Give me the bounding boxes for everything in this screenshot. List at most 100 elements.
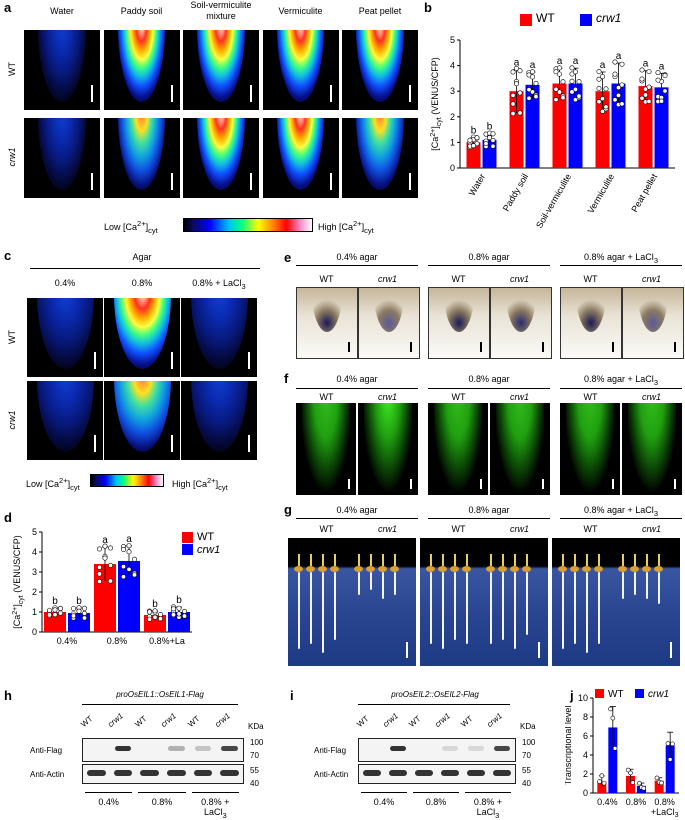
point-WT-2-3	[147, 609, 153, 615]
point-WT-2-5	[158, 616, 164, 622]
panel-label-b: b	[424, 0, 432, 15]
point-crw1-2-1	[667, 757, 673, 762]
panel-f-image-2-1	[622, 403, 682, 495]
point-crw1-0-7	[76, 608, 82, 614]
panel-g-root-0-1-1	[370, 572, 372, 590]
point-crw1-2-7	[176, 605, 182, 611]
panel-label-f: f	[284, 371, 289, 386]
point-crw1-2-4	[573, 86, 579, 92]
panel-f-root-1-0	[434, 403, 482, 493]
panel-label-d: d	[4, 510, 12, 525]
panel-g-shoot-1-1-1	[502, 554, 504, 566]
y-axis-label: Transcriptional level	[565, 706, 573, 786]
panel-a-col-4: Peat pellet	[358, 6, 402, 16]
point-WT-1-9	[510, 101, 516, 107]
panel-a-image-r1-c4	[342, 118, 418, 198]
panel-g-seed-1-0-3	[462, 566, 471, 572]
x-label-1-0: 0.8%	[107, 636, 128, 646]
panel-a-image-r0-c0-root	[38, 30, 86, 102]
panel_e-group-2: 0.8% agar + LaCl3	[584, 252, 658, 265]
panel-a-image-r1-c1	[103, 118, 180, 198]
panel-c-image-r0-c0	[27, 298, 103, 377]
y-tick-label-3: 3	[450, 86, 455, 96]
point-WT-1-4	[514, 65, 520, 71]
panel-a-image-r1-c0-root	[38, 118, 86, 190]
panel-c-image-r1-c1-scale-bar	[171, 435, 173, 452]
panel-e-image-0-1	[358, 287, 420, 359]
panel_e-group-rule-0	[296, 265, 418, 266]
panel_i-cond-2: 0.8% + LaCl3	[473, 797, 503, 820]
panel-g-seed-1-0-1	[438, 566, 447, 572]
panel-g-seed-0-0-1	[306, 566, 315, 572]
panel_f-sub-0-0: WT	[319, 392, 334, 402]
panel-f-scale-1-0	[480, 479, 482, 489]
panel-h-construct: proOsEIL1::OsEIL1-Flag	[116, 690, 204, 699]
y-tick-label-5: 5	[32, 527, 37, 537]
bar-crw1-2	[568, 83, 583, 168]
panel-e-image-2-0	[560, 287, 622, 359]
legend-swatch-WT	[595, 689, 604, 698]
panel-c-image-r0-c2-scale-bar	[248, 352, 250, 369]
point-crw1-1-9	[526, 95, 532, 101]
sig-letter-crw1-1: a	[530, 60, 536, 71]
panel-g-seed-0-0-3	[330, 566, 339, 572]
panel_h-band-actin-0	[87, 770, 106, 776]
sig-letter-crw1-2: a	[573, 56, 579, 67]
panel-f-root-0-0	[302, 403, 350, 493]
sig-letter-WT-4: a	[643, 59, 649, 70]
point-crw1-0-2	[82, 615, 88, 621]
panel-c-image-r1-c2-scale-bar	[248, 435, 250, 452]
legend-label-crw1: crw1	[596, 11, 621, 25]
y-tick-label-1: 2	[583, 769, 588, 779]
bar-WT-1	[509, 91, 524, 168]
panel-g-shoot-1-1-0	[490, 554, 492, 566]
point-WT-1-8	[108, 545, 114, 551]
point-crw1-1-2	[641, 785, 647, 791]
panel-g-root-1-1-2	[514, 572, 516, 649]
point-crw1-2-2	[670, 741, 675, 747]
point-WT-2-8	[560, 79, 566, 85]
panel_e-sub-2-0: WT	[583, 274, 598, 284]
panel-a-image-r1-c3-scale-bar	[329, 173, 332, 190]
panel_h-lane-0: WT	[79, 714, 95, 729]
panel_f-group-rule-1	[428, 388, 550, 389]
y-tick-label-3: 3	[32, 567, 37, 577]
point-WT-1-6	[97, 578, 103, 584]
panel-a-image-r1-c2	[183, 118, 259, 198]
panel_i-blot-actin	[358, 764, 516, 784]
panel_i-row-1: Anti-Actin	[314, 770, 349, 779]
point-WT-1-1	[628, 770, 633, 776]
panel_e-sub-1-1: crw1	[509, 274, 529, 284]
panel_e-group-rule-2	[560, 265, 682, 266]
panel-g-scale-0	[406, 642, 408, 658]
panel_f-sub-0-1: crw1	[377, 392, 397, 402]
panel-e-scale-1-1	[542, 342, 544, 352]
panel-f-image-1-0	[428, 403, 488, 495]
panel_g-sub-1-0: WT	[451, 524, 466, 534]
panel-g-root-2-0-0	[562, 572, 564, 649]
x-label-2: Soil-vermiculite	[534, 172, 573, 230]
panel-g-seed-1-1-0	[486, 566, 495, 572]
panel-g-seed-0-1-2	[378, 566, 387, 572]
panel_h-row-0: Anti-Flag	[30, 746, 63, 755]
panel-c-col-1: 0.8%	[131, 278, 153, 288]
point-crw1-2-6	[171, 606, 177, 612]
panel-c-image-r1-c2	[181, 381, 257, 460]
sig-letter-WT-0: b	[52, 596, 58, 607]
point-WT-4-6	[639, 67, 645, 73]
x-label-0-0: 0.4%	[57, 636, 78, 646]
panel_h-band-actin-1	[113, 770, 133, 776]
x-label-0: Water	[467, 172, 487, 198]
panel_e-group-rule-1	[428, 265, 550, 266]
point-crw1-2-8	[576, 93, 582, 99]
panel_f-sub-1-0: WT	[451, 392, 466, 402]
legend-swatch-crw1	[635, 689, 644, 698]
panel-label-g: g	[284, 502, 292, 517]
panel-g-shoot-2-0-2	[586, 554, 588, 566]
panel-g-seed-0-1-0	[354, 566, 363, 572]
panel-f-root-1-1	[496, 403, 544, 493]
point-crw1-3-8	[619, 101, 625, 107]
panel-f-image-0-0	[296, 403, 356, 495]
panel-a-image-r0-c2-root	[197, 30, 245, 102]
point-WT-2-6	[553, 86, 559, 92]
